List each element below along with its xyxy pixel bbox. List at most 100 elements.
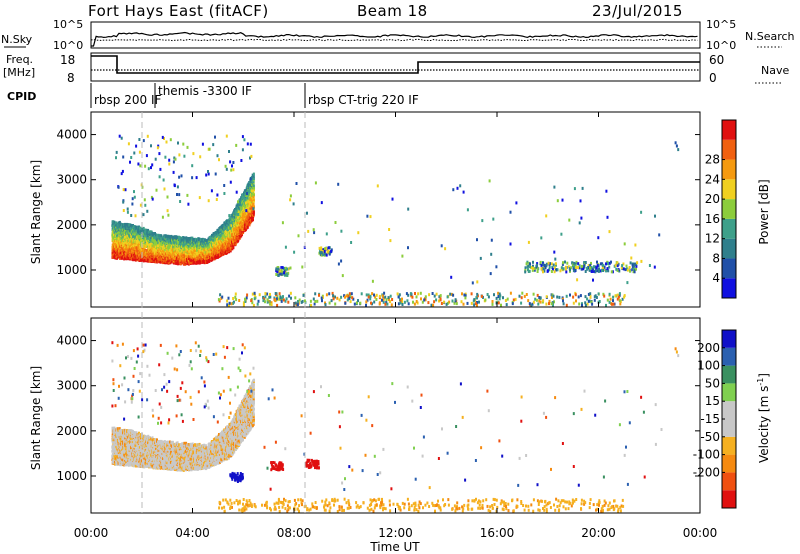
echo-cell: [256, 302, 259, 306]
power-colorbar-label: Power [dB]: [757, 179, 771, 244]
echo-cell: [277, 267, 280, 271]
echo-cell: [219, 232, 222, 236]
echo-cell: [470, 292, 473, 296]
echo-cell: [580, 267, 583, 271]
echo-cell: [119, 433, 122, 437]
echo-cell: [203, 246, 206, 250]
echo-cell: [249, 183, 252, 187]
echo-cell: [574, 293, 577, 297]
echo-cell: [244, 201, 247, 205]
echo-cell: [375, 298, 378, 301]
echo-cell: [131, 429, 134, 433]
echo-cell: [595, 268, 597, 272]
echo-cell: [297, 234, 300, 238]
echo-cell: [407, 207, 410, 211]
echo-cell: [407, 293, 410, 297]
echo-cell: [243, 138, 246, 142]
echo-cell: [120, 438, 123, 441]
echo-cell: [246, 194, 249, 198]
freq-frame: [90, 52, 701, 82]
echo-cell: [340, 259, 343, 263]
echo-cell: [621, 264, 624, 268]
echo-cell: [589, 263, 592, 267]
echo-cell: [606, 298, 609, 302]
echo-cell: [578, 302, 581, 306]
echo-cell: [540, 267, 543, 271]
echo-cell: [318, 293, 320, 297]
echo-cell: [281, 272, 284, 276]
echo-cell: [600, 269, 603, 272]
echo-cell: [327, 246, 330, 250]
echo-cell: [251, 210, 254, 214]
echo-cell: [136, 254, 139, 258]
echo-cell: [176, 193, 178, 196]
echo-cell: [285, 297, 288, 301]
echo-cell: [284, 245, 287, 249]
echo-cell: [278, 297, 281, 301]
echo-cell: [597, 269, 600, 273]
echo-cell: [232, 168, 235, 172]
echo-cell: [172, 170, 175, 174]
echo-cell: [135, 144, 138, 148]
echo-cell: [552, 263, 555, 267]
echo-cell: [169, 243, 171, 247]
echo-cell: [576, 278, 579, 282]
echo-cell: [280, 266, 283, 270]
echo-cell: [401, 303, 404, 306]
echo-cell: [401, 297, 403, 301]
echo-cell: [245, 220, 248, 224]
echo-cell: [320, 296, 323, 300]
echo-cell: [542, 267, 545, 270]
echo-cell: [403, 300, 406, 304]
echo-cell: [591, 302, 594, 306]
echo-cell: [207, 242, 210, 246]
colorbar-tick-label: 4: [712, 271, 720, 285]
echo-cell: [295, 182, 298, 185]
echo-cell: [318, 246, 321, 250]
echo-cell: [133, 446, 136, 450]
echo-cell: [249, 211, 252, 215]
echo-cell: [453, 301, 456, 305]
echo-cell: [601, 262, 604, 266]
echo-cell: [328, 292, 331, 296]
echo-cell: [536, 293, 539, 297]
freq-tick-bottom: 8: [67, 71, 75, 85]
echo-cell: [529, 265, 531, 269]
echo-cell: [264, 300, 266, 304]
echo-cell: [584, 301, 587, 305]
echo-cell: [414, 292, 416, 295]
echo-cell: [539, 296, 542, 300]
echo-cell: [132, 244, 135, 248]
echo-cell: [484, 298, 487, 302]
echo-cell: [319, 251, 322, 255]
echo-cell: [598, 300, 601, 303]
echo-cell: [177, 235, 180, 239]
echo-cell: [133, 151, 136, 155]
nsky-line: [91, 31, 698, 47]
colorbar-swatch: [722, 179, 736, 200]
echo-cell: [551, 296, 553, 299]
echo-cell: [114, 462, 117, 466]
colorbar-swatch: [722, 218, 736, 239]
echo-cell: [251, 176, 254, 180]
echo-cell: [446, 301, 449, 305]
echo-cell: [220, 252, 223, 256]
beam-title: Beam 18: [357, 2, 428, 20]
echo-cell: [505, 303, 508, 307]
echo-cell: [321, 299, 323, 303]
echo-cell: [160, 234, 163, 238]
echo-cell: [531, 268, 534, 272]
nsearch-tick-bottom: 10^0: [706, 39, 736, 52]
echo-cell: [572, 301, 575, 305]
echo-cell: [217, 233, 220, 236]
echo-cell: [313, 302, 316, 306]
echo-cell: [129, 444, 132, 448]
echo-cell: [251, 301, 254, 305]
echo-cell: [433, 294, 436, 298]
echo-cell: [561, 262, 564, 266]
echo-cell: [236, 203, 239, 207]
echo-cell: [301, 265, 304, 269]
echo-cell: [371, 292, 374, 296]
echo-cell: [538, 296, 541, 299]
echo-cell: [133, 195, 136, 199]
